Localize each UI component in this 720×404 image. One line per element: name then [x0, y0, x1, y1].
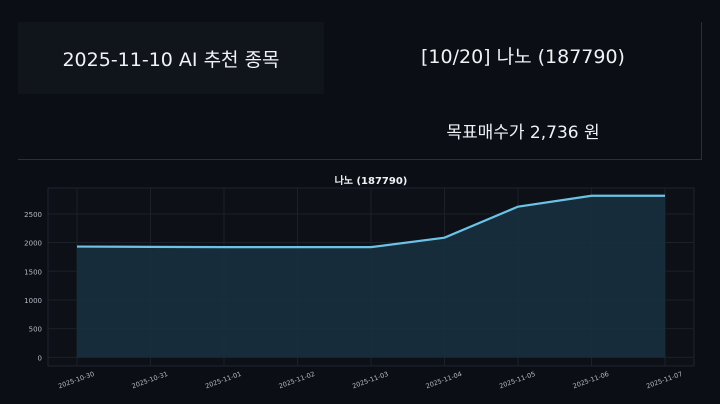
stock-name: [10/20] 나노 (187790): [421, 46, 625, 68]
x-tick-label: 2025-11-04: [425, 370, 463, 390]
target-price: 목표매수가 2,736 원: [446, 123, 600, 143]
chart-title: 나노 (187790): [335, 174, 408, 187]
headline-panel: [18, 22, 324, 94]
headline-text: 2025-11-10 AI 추천 종목: [62, 48, 280, 71]
x-tick-label: 2025-11-01: [204, 370, 242, 390]
y-tick-label: 1000: [24, 297, 42, 305]
x-tick-label: 2025-10-30: [57, 370, 95, 390]
x-tick-label: 2025-11-03: [351, 370, 389, 390]
x-tick-label: 2025-10-31: [131, 370, 169, 390]
x-tick-label: 2025-11-06: [572, 370, 610, 390]
y-tick-label: 0: [38, 354, 42, 362]
x-tick-label: 2025-11-02: [278, 370, 316, 390]
x-tick-label: 2025-11-07: [645, 370, 683, 390]
y-tick-label: 2500: [24, 211, 42, 219]
y-tick-label: 1500: [24, 268, 42, 276]
x-tick-label: 2025-11-05: [498, 370, 536, 390]
y-tick-label: 2000: [24, 240, 42, 248]
y-tick-label: 500: [29, 326, 42, 334]
recommendation-card: 2025-11-10 AI 추천 종목 [10/20] 나노 (187790) …: [18, 22, 702, 160]
price-chart: 0 500 1000 1500 2000 2500 2025-10-30 2025-10-31…: [24, 174, 695, 390]
price-area: [77, 195, 665, 358]
